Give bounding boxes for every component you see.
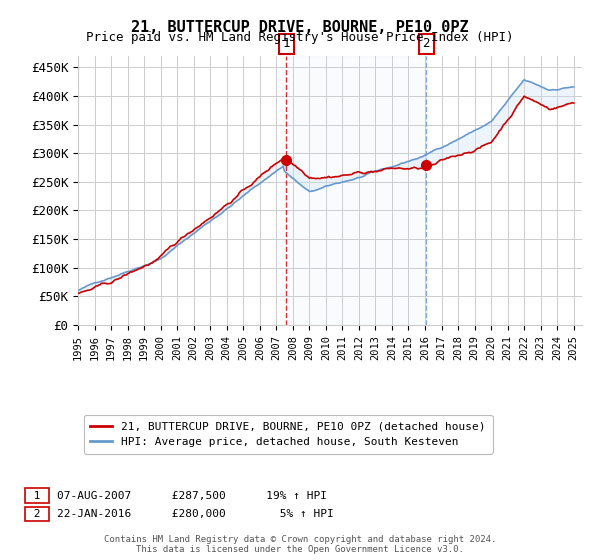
Text: 1: 1	[27, 491, 47, 501]
Text: 2: 2	[422, 38, 430, 50]
Text: Price paid vs. HM Land Registry's House Price Index (HPI): Price paid vs. HM Land Registry's House …	[86, 31, 514, 44]
Text: 21, BUTTERCUP DRIVE, BOURNE, PE10 0PZ: 21, BUTTERCUP DRIVE, BOURNE, PE10 0PZ	[131, 20, 469, 35]
Text: 07-AUG-2007      £287,500      19% ↑ HPI: 07-AUG-2007 £287,500 19% ↑ HPI	[57, 491, 327, 501]
Text: 22-JAN-2016      £280,000        5% ↑ HPI: 22-JAN-2016 £280,000 5% ↑ HPI	[57, 509, 334, 519]
Text: Contains HM Land Registry data © Crown copyright and database right 2024.
This d: Contains HM Land Registry data © Crown c…	[104, 535, 496, 554]
Legend: 21, BUTTERCUP DRIVE, BOURNE, PE10 0PZ (detached house), HPI: Average price, deta: 21, BUTTERCUP DRIVE, BOURNE, PE10 0PZ (d…	[83, 415, 493, 454]
Text: 2: 2	[27, 509, 47, 519]
Bar	[286, 56, 426, 325]
Text: 1: 1	[283, 38, 290, 50]
